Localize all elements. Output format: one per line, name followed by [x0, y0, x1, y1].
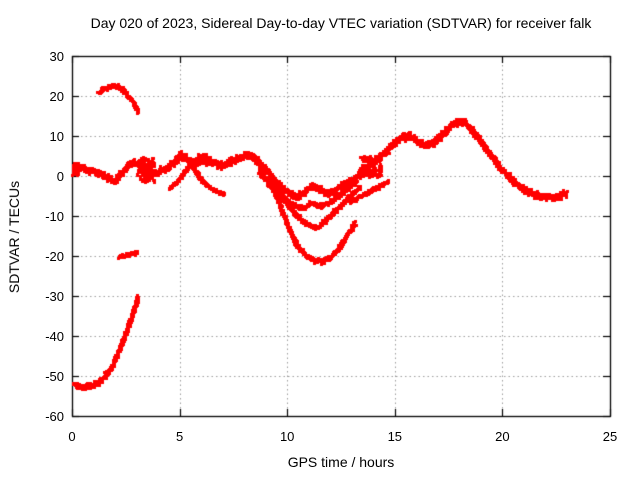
y-axis-label: SDTVAR / TECUs [6, 180, 22, 294]
chart-title: Day 020 of 2023, Sidereal Day-to-day VTE… [90, 15, 592, 31]
x-axis-label: GPS time / hours [287, 454, 395, 470]
